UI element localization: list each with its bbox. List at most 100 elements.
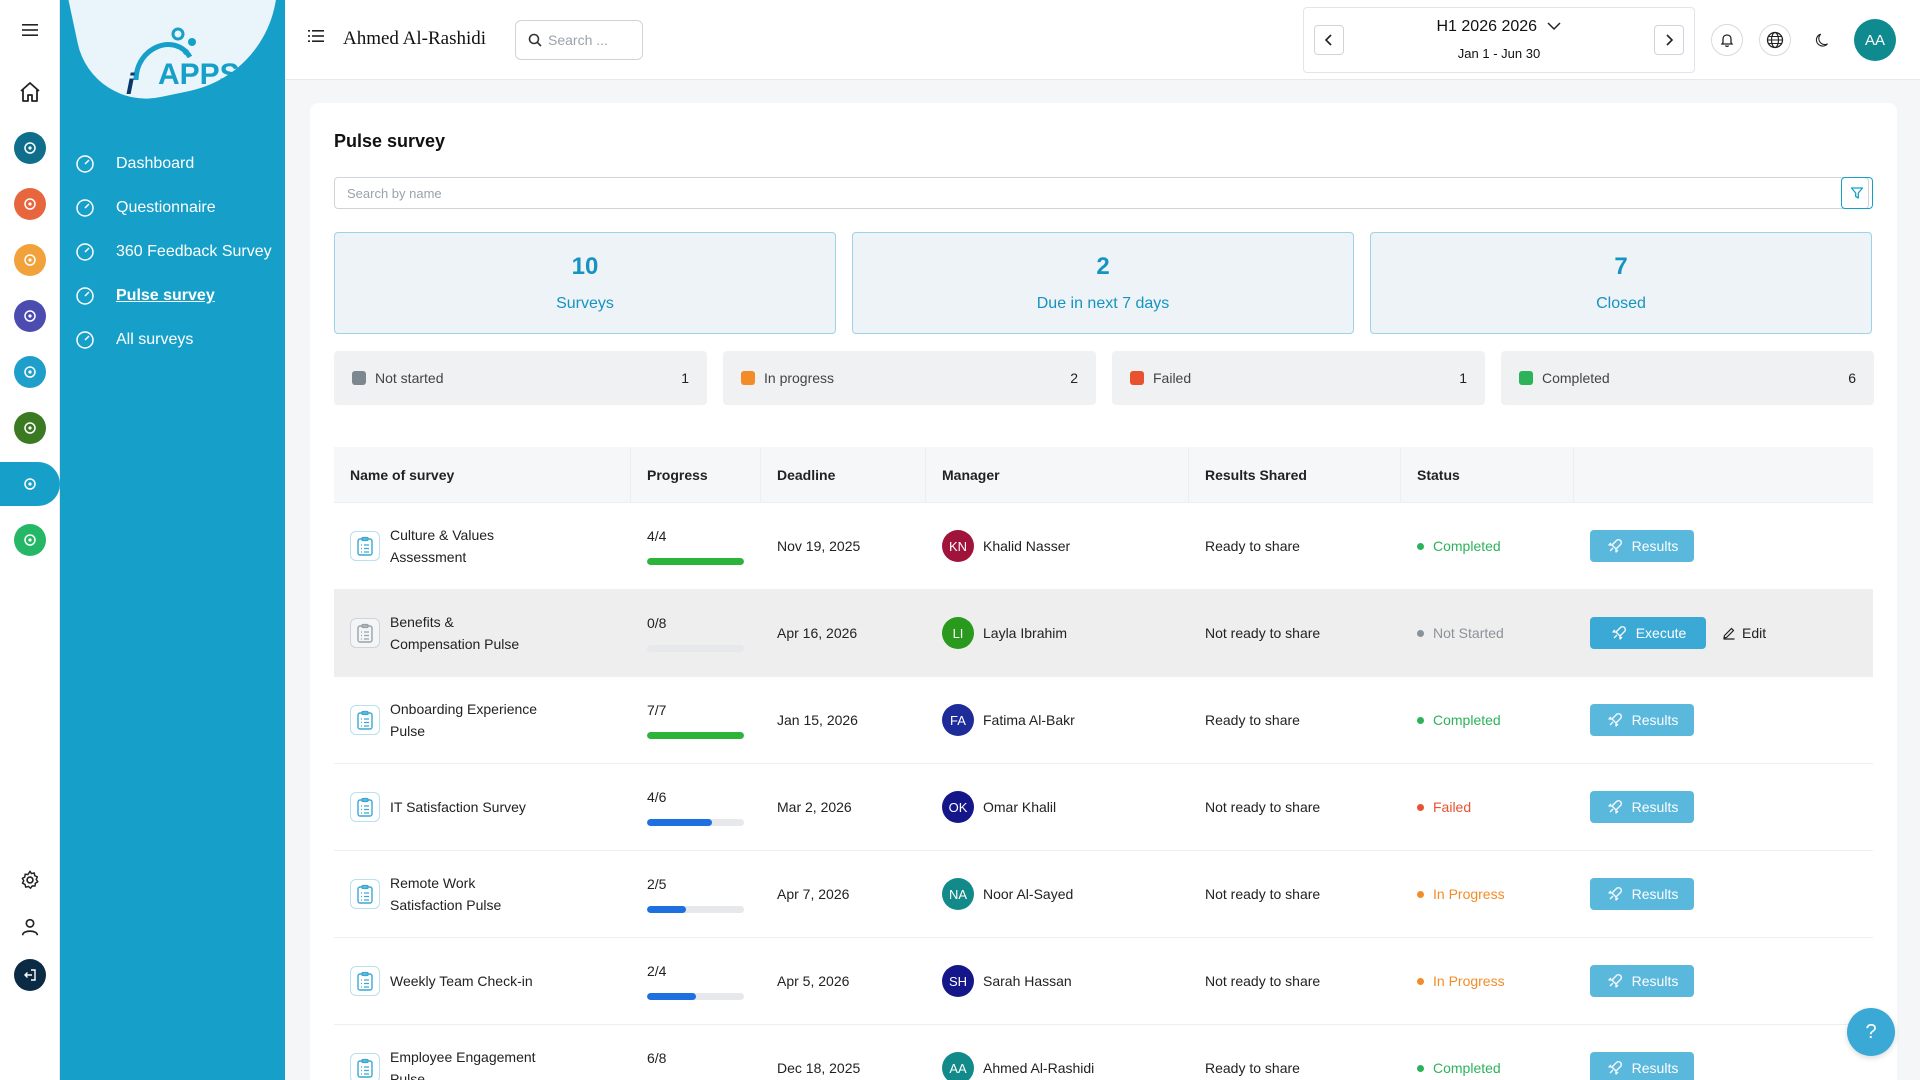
app-network-icon[interactable] (0, 238, 60, 282)
app-target-icon[interactable] (0, 126, 60, 170)
settings-gear-icon[interactable] (0, 858, 60, 902)
clipboard-icon (350, 618, 380, 648)
survey-name[interactable]: Onboarding Experience Pulse (390, 701, 538, 739)
icon-rail (0, 0, 74, 1080)
period-title[interactable]: H1 2026 2026 (1304, 18, 1694, 36)
progress: 0/8 (647, 615, 744, 652)
filter-button[interactable] (1841, 177, 1873, 209)
home-icon[interactable] (0, 70, 60, 114)
chevron-left-icon (1324, 34, 1332, 46)
survey-name[interactable]: Remote Work Satisfaction Pulse (390, 875, 502, 913)
status-text: Completed (1433, 538, 1501, 554)
results-button[interactable]: Results (1590, 704, 1694, 736)
column-header-progress[interactable]: Progress (631, 446, 761, 503)
survey-name[interactable]: Benefits & Compensation Pulse (390, 614, 520, 652)
sidebar-item-dashboard[interactable]: Dashboard (74, 142, 279, 186)
stat-card-closed[interactable]: 7 Closed (1370, 232, 1872, 334)
app-clock-icon[interactable] (0, 350, 60, 394)
sidebar-item-360-feedback-survey[interactable]: 360 Feedback Survey (74, 230, 279, 274)
manager-cell: FA Fatima Al-Bakr (926, 677, 1189, 764)
column-header-status[interactable]: Status (1401, 446, 1574, 503)
progress: 4/4 (647, 528, 744, 565)
table-row[interactable]: IT Satisfaction Survey 4/6 Mar 2, 2026 OK Om… (334, 764, 1873, 851)
survey-name[interactable]: Culture & Values Assessment (390, 527, 495, 565)
edit-button[interactable]: Edit (1722, 625, 1766, 641)
status-count: 6 (1848, 370, 1856, 386)
notifications-bell-icon[interactable] (1711, 24, 1743, 56)
sidebar-item-label: All surveys (116, 331, 194, 348)
results-shared-cell: Ready to share (1189, 677, 1401, 764)
survey-name[interactable]: Weekly Team Check-in (390, 973, 533, 989)
user-profile-icon[interactable] (0, 905, 60, 949)
stat-label: Closed (1596, 295, 1646, 312)
help-button[interactable]: ? (1847, 1008, 1895, 1056)
app-orange-icon[interactable] (0, 182, 60, 226)
brand-logo[interactable]: i APPS (100, 22, 270, 102)
progress-bar (647, 644, 744, 652)
stat-card-surveys[interactable]: 10 Surveys (334, 232, 836, 334)
table-row[interactable]: Culture & Values Assessment 4/4 Nov 19, 20… (334, 503, 1873, 590)
table-row[interactable]: Onboarding Experience Pulse 7/7 Jan 15, 20… (334, 677, 1873, 764)
header-search-input[interactable]: Search ... (515, 20, 643, 60)
status-filter-failed[interactable]: Failed 1 (1112, 351, 1485, 405)
clipboard-icon (350, 1053, 380, 1080)
rocket-icon (1606, 1059, 1632, 1077)
progress: 2/4 (647, 963, 744, 1000)
survey-name-cell: Onboarding Experience Pulse (334, 677, 631, 764)
status-filter-in-progress[interactable]: In progress 2 (723, 351, 1096, 405)
progress-cell: 4/4 (631, 503, 761, 590)
results-button[interactable]: Results (1590, 1052, 1694, 1080)
pencil-icon (1722, 626, 1742, 640)
column-header-deadline[interactable]: Deadline (761, 446, 926, 503)
header-search-placeholder: Search ... (548, 32, 608, 48)
table-row[interactable]: Weekly Team Check-in 2/4 Apr 5, 2026 SH Sara… (334, 938, 1873, 1025)
app-clock-badge (14, 356, 46, 388)
actions-cell: Results (1574, 503, 1873, 590)
search-by-name-input[interactable] (334, 177, 1869, 209)
table-row[interactable]: Employee Engagement Pulse — 6/8 Dec 18, 20… (334, 1025, 1873, 1080)
survey-name[interactable]: IT Satisfaction Survey (390, 799, 526, 815)
deadline: Jan 15, 2026 (777, 712, 858, 728)
user-avatar[interactable]: AA (1854, 19, 1896, 61)
status-cell: In Progress (1401, 851, 1574, 938)
survey-name-cell: IT Satisfaction Survey (334, 764, 631, 851)
status-color-swatch (1130, 371, 1144, 385)
column-header-name[interactable]: Name of survey (334, 446, 631, 503)
status-label: In progress (764, 370, 835, 386)
previous-period-button[interactable] (1314, 25, 1344, 55)
results-button[interactable]: Results (1590, 965, 1694, 997)
sidebar-item-questionnaire[interactable]: Questionnaire (74, 186, 279, 230)
logout-icon[interactable] (0, 953, 60, 997)
collapse-sidebar-icon[interactable] (307, 28, 325, 49)
results-button[interactable]: Results (1590, 530, 1694, 562)
column-header-manager[interactable]: Manager (926, 446, 1189, 503)
status-filter-completed[interactable]: Completed 6 (1501, 351, 1874, 405)
survey-name[interactable]: Employee Engagement Pulse — (390, 1049, 536, 1080)
next-period-button[interactable] (1654, 25, 1684, 55)
column-header-results-shared[interactable]: Results Shared (1189, 446, 1401, 503)
language-globe-icon[interactable] (1759, 24, 1791, 56)
status-label: Completed (1542, 370, 1610, 386)
hamburger-menu-icon[interactable] (0, 8, 60, 52)
table-row[interactable]: Benefits & Compensation Pulse 0/8 Apr 16, … (334, 590, 1873, 677)
app-gauge-icon[interactable] (0, 294, 60, 338)
stat-card-due-soon[interactable]: 2 Due in next 7 days (852, 232, 1354, 334)
pulse-survey-card: Pulse survey 10 Surveys 2 Due in next 7 … (310, 103, 1897, 1080)
status-filter-not-started[interactable]: Not started 1 (334, 351, 707, 405)
dark-mode-moon-icon[interactable] (1807, 24, 1839, 56)
sidebar-item-all-surveys[interactable]: All surveys (74, 318, 279, 362)
execute-button[interactable]: Execute (1590, 617, 1706, 649)
progress-value: 2/4 (647, 962, 667, 979)
status-badge: Completed (1417, 712, 1501, 728)
app-surveys-icon[interactable] (0, 462, 74, 506)
manager-avatar: OK (942, 791, 974, 823)
app-forms-icon[interactable] (0, 518, 60, 562)
table-row[interactable]: Remote Work Satisfaction Pulse 2/5 Apr 7, … (334, 851, 1873, 938)
results-button[interactable]: Results (1590, 791, 1694, 823)
status-text: In Progress (1433, 973, 1505, 989)
results-button[interactable]: Results (1590, 878, 1694, 910)
app-leaf-icon[interactable] (0, 406, 60, 450)
manager-cell: LI Layla Ibrahim (926, 590, 1189, 677)
status-text: Not Started (1433, 625, 1504, 641)
sidebar-item-pulse-survey[interactable]: Pulse survey (74, 274, 279, 318)
